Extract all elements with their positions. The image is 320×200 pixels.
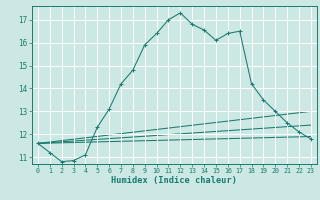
X-axis label: Humidex (Indice chaleur): Humidex (Indice chaleur) (111, 176, 237, 185)
